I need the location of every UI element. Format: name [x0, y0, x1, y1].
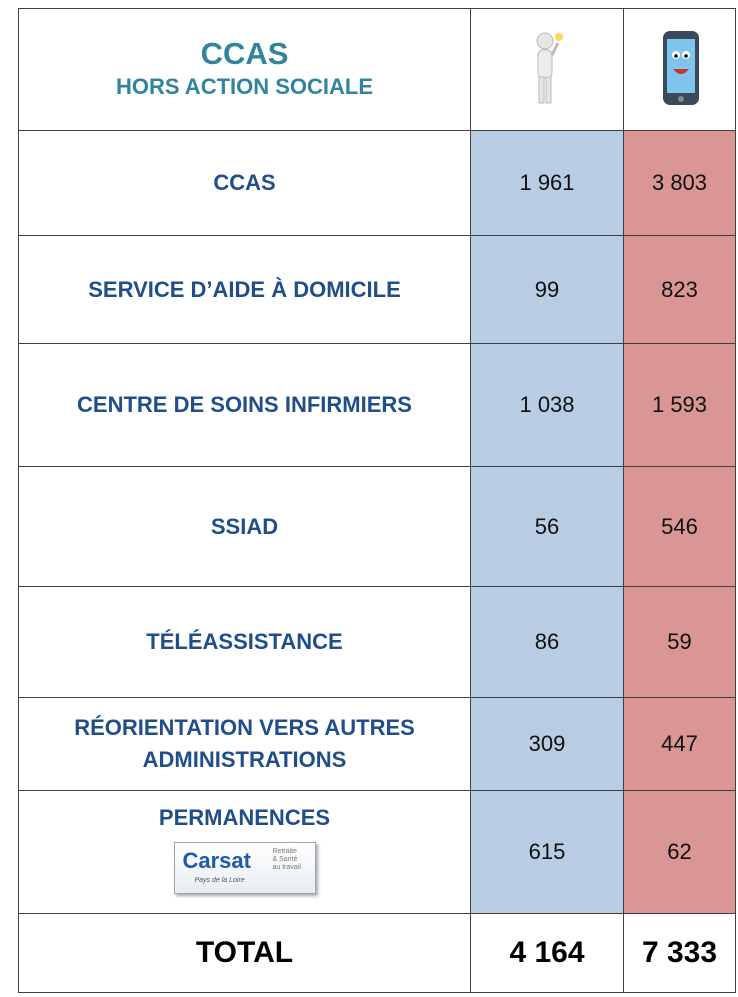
- total-label: TOTAL: [19, 914, 471, 993]
- row-label: TÉLÉASSISTANCE: [19, 587, 471, 698]
- value-cell: 1 038: [471, 344, 624, 467]
- row-label: SSIAD: [19, 467, 471, 587]
- value-cell: 615: [471, 791, 624, 914]
- row-label-text: PERMANENCES: [19, 802, 470, 834]
- value-cell: 1 961: [471, 131, 624, 236]
- row-label-text: CCAS: [19, 167, 470, 199]
- row-label-text: SSIAD: [19, 511, 470, 543]
- logo-name: Carsat: [183, 849, 251, 873]
- phone-icon: [655, 25, 705, 109]
- total-value: 7 333: [624, 914, 736, 993]
- value-cell: 56: [471, 467, 624, 587]
- row-label: RÉORIENTATION VERS AUTRES ADMINISTRATION…: [19, 698, 471, 791]
- value-cell: 1 593: [624, 344, 736, 467]
- row-label: CCAS: [19, 131, 471, 236]
- header-cell: CCAS HORS ACTION SOCIALE: [19, 9, 471, 131]
- value-cell: 823: [624, 236, 736, 344]
- logo-region: Pays de la Loire: [195, 877, 245, 885]
- row-label: SERVICE D’AIDE À DOMICILE: [19, 236, 471, 344]
- row-label-text: SERVICE D’AIDE À DOMICILE: [19, 274, 470, 306]
- table-row: RÉORIENTATION VERS AUTRES ADMINISTRATION…: [19, 698, 736, 791]
- total-row: TOTAL 4 164 7 333: [19, 914, 736, 993]
- value-cell: 447: [624, 698, 736, 791]
- total-value-text: 4 164: [509, 936, 584, 969]
- header-title: CCAS: [19, 37, 470, 71]
- person-icon: [527, 27, 567, 107]
- row-label: CENTRE DE SOINS INFIRMIERS: [19, 344, 471, 467]
- total-value-text: 7 333: [642, 936, 717, 969]
- logo-tagline-line: au travail: [273, 864, 301, 872]
- value-cell: 59: [624, 587, 736, 698]
- value-cell: 3 803: [624, 131, 736, 236]
- total-label-text: TOTAL: [196, 936, 293, 969]
- row-label-text: CENTRE DE SOINS INFIRMIERS: [19, 389, 470, 421]
- phone-icon-cell: [624, 9, 736, 131]
- person-icon-cell: [471, 9, 624, 131]
- logo-tagline-line: Retraite: [273, 848, 301, 856]
- page: CCAS HORS ACTION SOCIALE CCAS1: [0, 0, 738, 997]
- logo-tagline-line: & Santé: [273, 856, 301, 864]
- value-cell: 86: [471, 587, 624, 698]
- value-cell: 99: [471, 236, 624, 344]
- value-cell: 546: [624, 467, 736, 587]
- value-cell: 62: [624, 791, 736, 914]
- header-row: CCAS HORS ACTION SOCIALE: [19, 9, 736, 131]
- row-label-text: RÉORIENTATION VERS AUTRES ADMINISTRATION…: [19, 712, 470, 776]
- header-subtitle: HORS ACTION SOCIALE: [19, 71, 470, 103]
- total-value: 4 164: [471, 914, 624, 993]
- row-label-text: TÉLÉASSISTANCE: [19, 626, 470, 658]
- value-cell: 309: [471, 698, 624, 791]
